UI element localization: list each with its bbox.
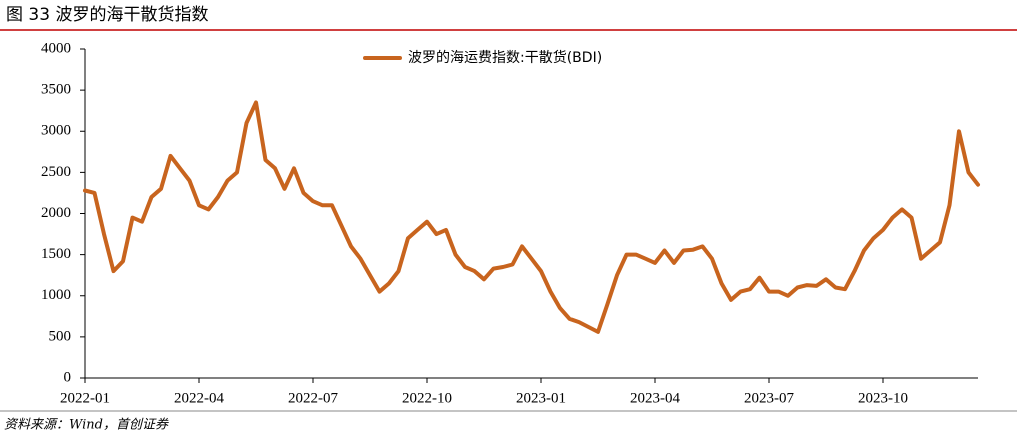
x-tick-label: 2022-01 — [60, 390, 110, 406]
y-tick-label: 3500 — [41, 82, 71, 98]
y-tick-label: 0 — [64, 369, 72, 385]
y-tick-label: 3000 — [41, 123, 71, 139]
series-line — [83, 100, 980, 334]
x-tick-label: 2023-01 — [516, 390, 566, 406]
x-tick-label: 2022-07 — [288, 390, 338, 406]
y-tick-label: 2000 — [41, 205, 71, 221]
y-tick-label: 1500 — [41, 246, 71, 262]
x-tick-label: 2023-04 — [630, 390, 680, 406]
x-tick-label: 2022-04 — [174, 390, 224, 406]
x-tick-label: 2022-10 — [402, 390, 452, 406]
chart-title: 图 33 波罗的海干散货指数 — [6, 5, 208, 25]
legend-label: 波罗的海运费指数:干散货(BDI) — [408, 49, 602, 66]
source-note: 资料来源：Wind，首创证券 — [4, 418, 169, 433]
y-tick-label: 500 — [49, 328, 72, 344]
y-tick-label: 4000 — [41, 40, 71, 56]
x-tick-label: 2023-07 — [744, 390, 794, 406]
y-tick-label: 1000 — [41, 287, 71, 303]
y-tick-label: 2500 — [41, 164, 71, 180]
x-tick-label: 2023-10 — [858, 390, 908, 406]
